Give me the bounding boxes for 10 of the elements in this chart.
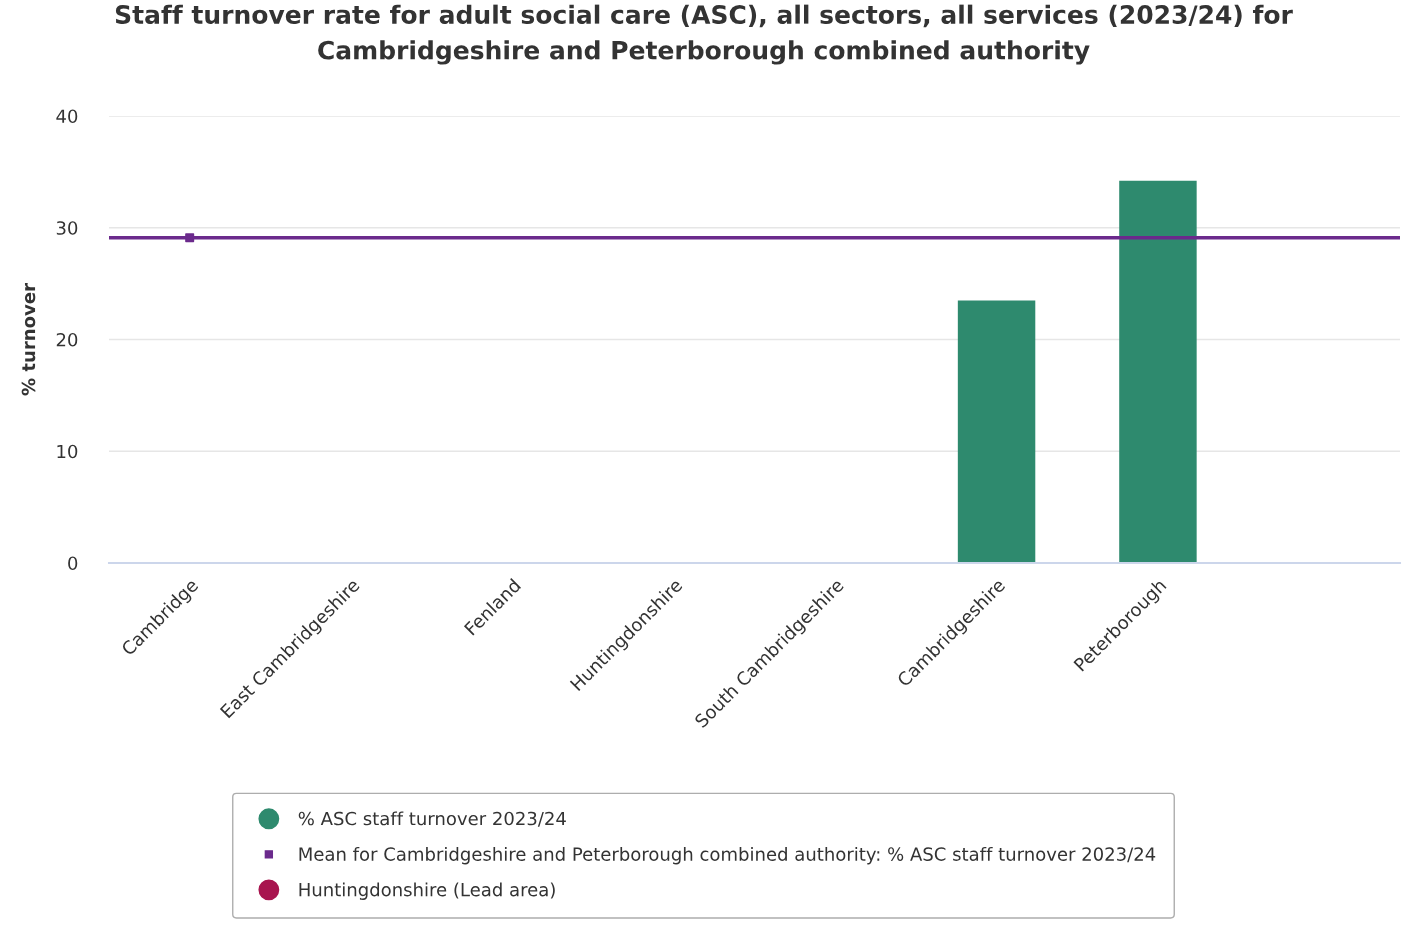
y-tick-label: 30 <box>56 221 78 235</box>
y-axis-title: % turnover <box>21 283 36 396</box>
chart-title: Staff turnover rate for adult social care (ASC), all sectors, all services (2023/24) for Cambridgeshire and Peterborough combined authority <box>115 4 1293 65</box>
legend-label: Mean for Cambridgeshire and Peterborough combined authority: % ASC staff turnover 2023/24 <box>299 846 1156 865</box>
legend-label: % ASC staff turnover 2023/24 <box>298 811 566 827</box>
legend-label: Huntingdonshire (Lead area) <box>299 882 555 900</box>
y-tick-label: 20 <box>56 332 78 347</box>
y-tick-label: 40 <box>56 109 78 124</box>
y-tick-label: 0 <box>68 556 78 571</box>
y-tick-label: 10 <box>57 444 78 459</box>
